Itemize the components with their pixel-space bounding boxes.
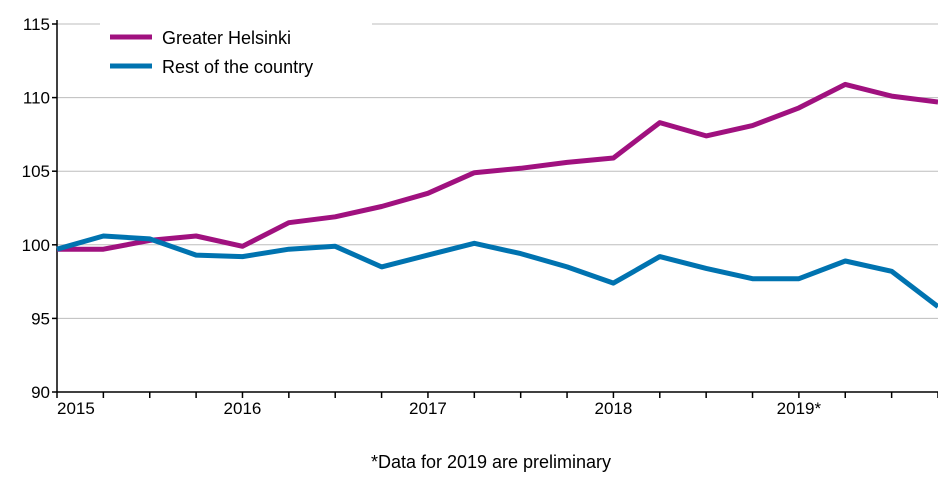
legend-label-rest-of-the-country: Rest of the country [162, 57, 313, 77]
legend-background [100, 20, 372, 84]
legend: Greater Helsinki Rest of the country [100, 20, 372, 84]
x-tick-label-2015: 2015 [57, 399, 95, 418]
series-line-greater-helsinki [57, 81, 938, 252]
y-tick-label-105: 105 [22, 162, 50, 181]
y-tick-label-110: 110 [23, 89, 50, 108]
y-tick-labels: 90 95 100 105 110 115 [22, 15, 50, 402]
axes [52, 20, 938, 398]
x-tick-labels: 2015 2016 2017 2018 2019* [57, 399, 821, 418]
y-tick-label-115: 115 [23, 15, 50, 34]
x-tick-label-2018: 2018 [595, 399, 633, 418]
x-tick-label-2016: 2016 [224, 399, 262, 418]
y-tick-label-95: 95 [31, 309, 50, 328]
footnote: *Data for 2019 are preliminary [371, 452, 611, 472]
x-tick-label-2019: 2019* [777, 399, 822, 418]
y-tick-label-90: 90 [31, 383, 50, 402]
legend-label-greater-helsinki: Greater Helsinki [162, 28, 291, 48]
y-tick-label-100: 100 [22, 236, 50, 255]
x-tick-label-2017: 2017 [409, 399, 447, 418]
series-lines [56, 81, 938, 309]
series-line-rest-of-the-country [56, 233, 938, 309]
